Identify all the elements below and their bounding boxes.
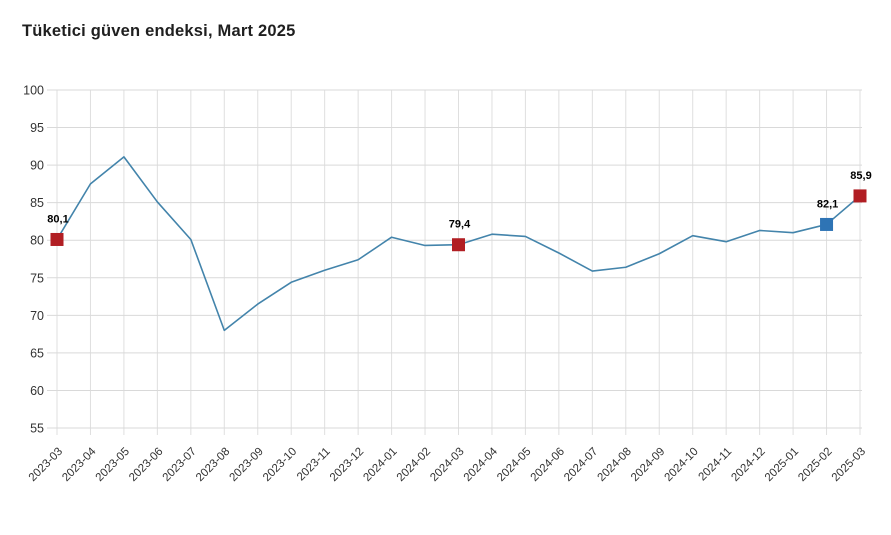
annotation-label: 82,1	[817, 198, 838, 210]
x-tick-label: 2025-02	[796, 446, 834, 484]
x-tick-label: 2025-03	[830, 446, 868, 484]
data-point-marker	[820, 217, 834, 231]
x-tick-label: 2024-02	[395, 446, 433, 484]
y-tick-label: 65	[30, 346, 44, 360]
x-tick-label: 2024-03	[428, 446, 466, 484]
x-tick-label: 2023-07	[161, 446, 199, 484]
y-tick-label: 70	[30, 309, 44, 323]
y-tick-label: 60	[30, 384, 44, 398]
x-tick-label: 2023-09	[228, 446, 266, 484]
annotation-label: 80,1	[47, 213, 68, 225]
x-tick-label: 2023-06	[127, 446, 165, 484]
data-point-marker	[452, 238, 465, 252]
y-tick-label: 75	[30, 271, 44, 285]
x-tick-label: 2024-10	[662, 446, 700, 484]
x-tick-label: 2023-10	[261, 446, 299, 484]
x-tick-label: 2023-03	[27, 446, 65, 484]
x-tick-label: 2024-08	[596, 446, 634, 484]
x-tick-label: 2024-12	[729, 446, 767, 484]
x-tick-label: 2023-12	[328, 446, 366, 484]
x-tick-label: 2024-09	[629, 446, 667, 484]
x-tick-label: 2024-05	[495, 446, 533, 484]
x-tick-label: 2023-08	[194, 446, 232, 484]
y-tick-label: 95	[30, 121, 44, 135]
y-tick-label: 80	[30, 234, 44, 248]
x-tick-label: 2024-07	[562, 446, 600, 484]
y-tick-label: 85	[30, 196, 44, 210]
x-tick-label: 2023-05	[94, 446, 132, 484]
data-point-marker	[853, 189, 867, 203]
x-tick-label: 2024-01	[361, 446, 399, 484]
data-point-marker	[50, 232, 64, 246]
x-tick-label: 2023-11	[295, 446, 333, 484]
x-tick-label: 2023-04	[60, 445, 99, 484]
annotation-label: 85,9	[850, 170, 871, 182]
x-tick-label: 2025-01	[763, 446, 801, 484]
chart-title: Tüketici güven endeksi, Mart 2025	[22, 22, 296, 40]
x-tick-label: 2024-04	[462, 445, 501, 484]
x-tick-label: 2024-11	[697, 446, 735, 484]
x-tick-label: 2024-06	[529, 446, 567, 484]
y-tick-label: 55	[30, 422, 44, 436]
annotation-label: 79,4	[449, 219, 471, 231]
y-tick-label: 100	[23, 84, 44, 98]
y-tick-label: 90	[30, 159, 44, 173]
